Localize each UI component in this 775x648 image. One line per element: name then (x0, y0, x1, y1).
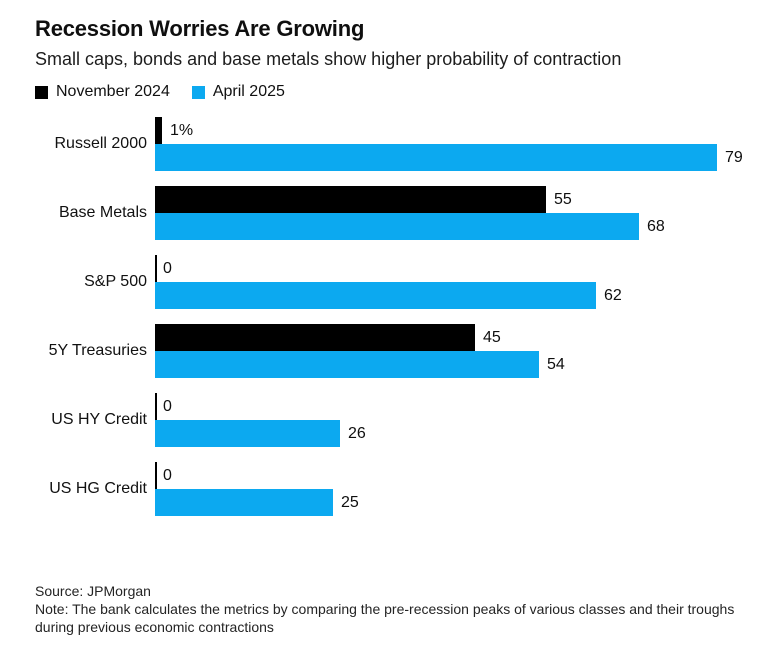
bar-group: 1% 79 (155, 117, 765, 171)
category-label: US HG Credit (49, 480, 147, 497)
bar-value-label: 55 (554, 190, 572, 208)
bar-line: 45 (155, 324, 765, 351)
bar-group: 0 25 (155, 462, 765, 516)
bar-group: 55 68 (155, 186, 765, 240)
chart-row: Base Metals 55 68 (35, 186, 765, 240)
bar-line: 54 (155, 351, 765, 378)
bar-line: 62 (155, 282, 765, 309)
category-label: Russell 2000 (54, 135, 148, 152)
bar-april-2025 (155, 282, 596, 309)
category-label: US HY Credit (51, 411, 147, 428)
zero-tick (155, 462, 157, 489)
bar-value-label: 1% (170, 121, 194, 139)
bar-value-label: 26 (348, 424, 366, 442)
chart-row: Russell 2000 1% 79 (35, 117, 765, 171)
bar-april-2025 (155, 213, 639, 240)
zero-tick (155, 255, 157, 282)
bar-value-label: 68 (647, 217, 665, 235)
bar-april-2025 (155, 489, 333, 516)
bar-chart: Russell 2000 1% 79 Base Metals 55 68 S&P 500 0 6… (35, 117, 765, 516)
bar-value-label: 62 (604, 286, 622, 304)
bar-line: 0 (155, 393, 765, 420)
bar-group: 0 62 (155, 255, 765, 309)
legend-item-november-2024: November 2024 (35, 83, 170, 101)
bar-value-label: 0 (163, 259, 172, 277)
bar-line: 0 (155, 255, 765, 282)
bar-april-2025 (155, 420, 340, 447)
bar-april-2025 (155, 351, 539, 378)
chart-legend: November 2024 April 2025 (35, 83, 765, 101)
chart-row: S&P 500 0 62 (35, 255, 765, 309)
bar-value-label: 0 (163, 397, 172, 415)
bar-line: 26 (155, 420, 765, 447)
bar-value-label: 79 (725, 148, 743, 166)
category-label: S&P 500 (84, 273, 147, 290)
bar-value-label: 25 (341, 493, 359, 511)
chart-title: Recession Worries Are Growing (35, 16, 365, 41)
chart-row: US HY Credit 0 26 (35, 393, 765, 447)
chart-subtitle: Small caps, bonds and base metals show h… (35, 49, 622, 69)
bar-value-label: 45 (483, 328, 501, 346)
legend-item-april-2025: April 2025 (191, 83, 285, 101)
bar-group: 0 26 (155, 393, 765, 447)
legend-label-april-2025: April 2025 (212, 83, 285, 100)
note-text: Note: The bank calculates the metrics by… (35, 601, 735, 635)
bar-line: 25 (155, 489, 765, 516)
legend-swatch-blue (191, 85, 205, 99)
bar-november-2024 (155, 117, 162, 144)
category-label: Base Metals (58, 204, 147, 221)
bar-line: 79 (155, 144, 765, 171)
legend-swatch-black (35, 85, 48, 99)
bar-value-label: 54 (547, 355, 565, 373)
bar-november-2024 (155, 186, 546, 213)
bar-april-2025 (155, 144, 717, 171)
chart-row: 5Y Treasuries 45 54 (35, 324, 765, 378)
bar-line: 55 (155, 186, 765, 213)
legend-label-november-2024: November 2024 (56, 83, 170, 100)
bar-november-2024 (155, 324, 475, 351)
bar-group: 45 54 (155, 324, 765, 378)
bar-line: 0 (155, 462, 765, 489)
bar-line: 1% (155, 117, 765, 144)
bar-line: 68 (155, 213, 765, 240)
bar-value-label: 0 (163, 466, 172, 484)
chart-row: US HG Credit 0 25 (35, 462, 765, 516)
zero-tick (155, 393, 157, 420)
category-label: 5Y Treasuries (48, 342, 147, 359)
source-text: Source: JPMorgan (35, 583, 151, 599)
chart-footer: Source: JPMorgan Note: The bank calculat… (35, 582, 765, 636)
